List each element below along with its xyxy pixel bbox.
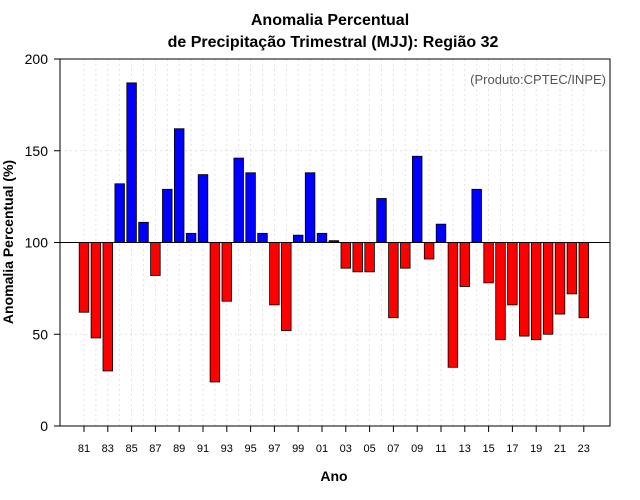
- bar-07: [388, 242, 399, 319]
- bar-86: [138, 221, 149, 243]
- x-tick-label: 91: [197, 443, 209, 455]
- bar-13: [459, 242, 471, 287]
- bar-15: [483, 242, 494, 284]
- y-tick-label: 0: [40, 418, 48, 434]
- x-tick-label: 95: [244, 443, 256, 455]
- bar-99: [292, 234, 304, 243]
- bar-08: [400, 242, 411, 269]
- bar-20: [542, 242, 554, 335]
- bar-14: [471, 188, 482, 243]
- x-tick-label: 09: [411, 443, 423, 455]
- x-tick-label: 89: [173, 443, 185, 455]
- chart-title-line-1: Anomalia Percentual: [251, 12, 409, 29]
- bar-94: [233, 157, 244, 243]
- bar-00: [304, 172, 316, 243]
- x-tick-label: 87: [149, 443, 161, 455]
- bar-89: [173, 128, 185, 243]
- bar-17: [507, 242, 518, 306]
- x-tick-label: 99: [292, 443, 304, 455]
- bar-23: [578, 242, 590, 319]
- bar-97: [269, 242, 280, 306]
- x-axis-label: Ano: [320, 468, 347, 484]
- bar-95: [245, 172, 256, 243]
- x-tick-label: 03: [340, 443, 352, 455]
- x-tick-label: 01: [316, 443, 328, 455]
- x-tick-label: 97: [268, 443, 280, 455]
- bar-93: [221, 242, 233, 302]
- bar-05: [364, 242, 375, 273]
- y-axis-label: Anomalia Percentual (%): [0, 160, 16, 324]
- bar-87: [150, 242, 161, 276]
- bar-85: [126, 82, 137, 243]
- y-tick-label: 50: [32, 326, 48, 342]
- x-tick-label: 85: [125, 443, 137, 455]
- bar-82: [90, 242, 102, 339]
- y-tick-label: 200: [25, 51, 49, 67]
- x-tick-label: 11: [435, 443, 446, 455]
- credit-label: (Produto:CPTEC/INPE): [470, 72, 606, 87]
- bar-22: [566, 242, 578, 295]
- bar-06: [376, 198, 387, 243]
- x-tick-label: 15: [482, 443, 494, 455]
- bar-88: [162, 188, 173, 243]
- x-tick-label: 17: [506, 443, 518, 455]
- bar-92: [209, 242, 221, 383]
- x-tick-label: 83: [102, 443, 114, 455]
- y-axis: 0 50 100 150 200: [25, 51, 60, 434]
- x-tick-label: 13: [459, 443, 471, 455]
- bar-21: [554, 242, 566, 315]
- x-tick-label: 23: [578, 443, 590, 455]
- bar-10: [423, 242, 435, 260]
- x-tick-label: 81: [78, 443, 90, 455]
- y-tick-label: 100: [25, 235, 49, 251]
- bar-83: [102, 242, 114, 372]
- x-axis: 81 83 85 87 89 91 93 95 97 99 01 03 05 07 09 11 13 15 17 19…: [78, 426, 590, 455]
- y-tick-label: 150: [25, 143, 49, 159]
- bar-12: [447, 242, 459, 368]
- bar-19: [531, 242, 542, 341]
- x-tick-label: 19: [530, 443, 542, 455]
- x-tick-label: 07: [387, 443, 399, 455]
- bar-84: [114, 183, 125, 243]
- bar-03: [340, 242, 352, 269]
- chart-title-line-2: de Precipitação Trimestral (MJJ): Região…: [168, 34, 499, 51]
- bar-91: [197, 174, 209, 243]
- bar-11: [435, 223, 447, 243]
- bar-98: [281, 242, 292, 331]
- bar-16: [495, 242, 506, 341]
- bar-04: [352, 242, 363, 273]
- x-tick-label: 93: [221, 443, 233, 455]
- x-tick-label: 21: [554, 443, 566, 455]
- bar-81: [78, 242, 90, 313]
- bar-18: [519, 242, 530, 337]
- bar-01: [316, 232, 328, 243]
- bar-90: [185, 232, 197, 243]
- x-tick-label: 05: [363, 443, 375, 455]
- bars: [78, 82, 590, 383]
- bar-09: [411, 155, 423, 243]
- bar-96: [257, 232, 268, 243]
